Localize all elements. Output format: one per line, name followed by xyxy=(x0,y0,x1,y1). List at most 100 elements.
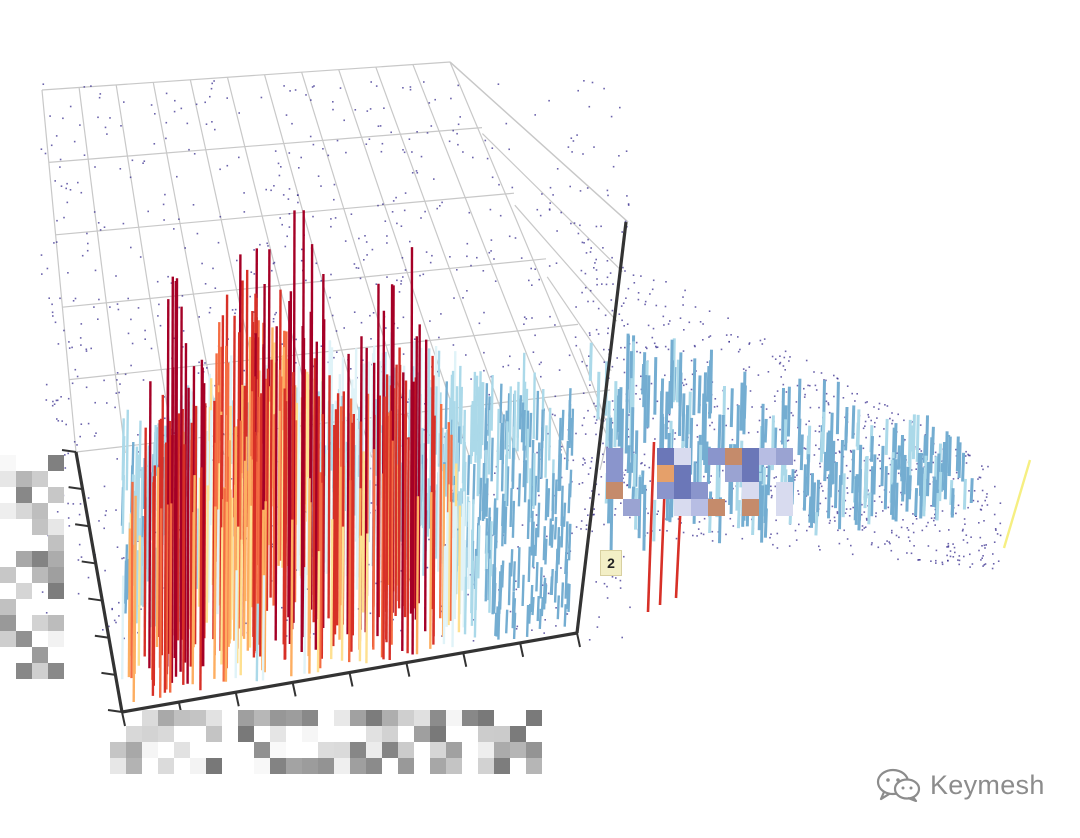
data-bar xyxy=(531,596,535,616)
scatter-point xyxy=(879,467,882,470)
scatter-point xyxy=(962,539,965,541)
data-bar xyxy=(838,475,842,530)
scatter-point xyxy=(713,428,716,431)
x-tick xyxy=(576,632,581,648)
scatter-point xyxy=(396,222,398,225)
data-bar-outlier xyxy=(646,441,656,613)
scatter-point xyxy=(236,259,238,262)
data-bar xyxy=(561,409,565,441)
data-bar xyxy=(472,371,477,452)
scatter-point xyxy=(131,342,134,345)
mosaic-cell xyxy=(110,758,126,774)
scatter-point xyxy=(249,295,251,298)
mosaic-cell xyxy=(366,758,382,774)
scatter-point xyxy=(79,435,81,438)
scatter-point xyxy=(310,99,312,101)
scatter-point xyxy=(842,397,845,399)
scatter-point xyxy=(906,552,908,554)
data-bar xyxy=(938,471,943,502)
scatter-point xyxy=(839,451,841,454)
scatter-point xyxy=(327,361,330,364)
data-bar xyxy=(510,549,514,577)
data-bar xyxy=(538,608,542,629)
scatter-point xyxy=(470,378,472,380)
x-tick xyxy=(121,711,126,727)
data-bar xyxy=(867,492,872,525)
scatter-point xyxy=(808,525,811,528)
scatter-point xyxy=(312,143,315,146)
scatter-point xyxy=(833,374,835,377)
scatter-point xyxy=(580,269,583,272)
data-bar xyxy=(526,499,531,540)
scatter-point xyxy=(69,105,72,108)
scatter-point xyxy=(462,151,464,153)
scatter-point xyxy=(814,384,817,387)
mosaic-cell xyxy=(606,482,623,499)
scatter-point xyxy=(622,477,624,480)
scatter-point xyxy=(593,415,596,418)
scatter-point xyxy=(343,119,345,122)
scatter-point xyxy=(449,256,451,258)
data-bar xyxy=(781,387,785,445)
scatter-point xyxy=(523,323,525,325)
scatter-point xyxy=(683,384,685,387)
scatter-point xyxy=(652,327,655,330)
scatter-point xyxy=(679,317,682,319)
data-bar xyxy=(434,386,438,455)
data-bar xyxy=(135,550,139,624)
data-bar xyxy=(685,405,690,452)
scatter-point xyxy=(644,464,646,467)
scatter-point xyxy=(404,269,407,271)
scatter-point xyxy=(878,444,880,446)
scatter-point xyxy=(935,559,937,562)
scatter-point xyxy=(115,621,117,624)
scatter-point xyxy=(968,454,970,457)
scatter-point xyxy=(626,195,628,197)
mosaic-cell xyxy=(32,551,48,567)
scatter-point xyxy=(919,559,921,561)
data-bar xyxy=(254,461,258,652)
scatter-point xyxy=(589,497,591,499)
scatter-point xyxy=(891,419,894,422)
scatter-point xyxy=(849,470,852,473)
scatter-point xyxy=(684,378,686,381)
mosaic-cell xyxy=(334,758,350,774)
scatter-point xyxy=(748,342,751,344)
scatter-point xyxy=(938,530,941,532)
scatter-point xyxy=(587,409,589,412)
data-bar xyxy=(308,502,312,674)
scatter-point xyxy=(632,274,635,276)
scatter-point xyxy=(66,201,69,204)
scatter-point xyxy=(727,407,729,410)
mosaic-cell xyxy=(270,710,286,726)
mosaic-cell xyxy=(48,567,64,583)
scatter-point xyxy=(725,500,727,503)
data-bar xyxy=(447,501,451,626)
scatter-point xyxy=(878,495,881,498)
scatter-point xyxy=(369,108,372,110)
data-bar xyxy=(259,393,263,657)
scatter-point xyxy=(57,343,60,345)
data-bar xyxy=(969,478,974,504)
y-tick xyxy=(94,634,109,639)
scatter-point xyxy=(964,455,967,457)
mosaic-cell xyxy=(48,519,64,535)
data-bar xyxy=(922,473,927,517)
scatter-point xyxy=(933,517,936,519)
scatter-point xyxy=(585,252,588,254)
mosaic-cell xyxy=(623,499,640,516)
scatter-point xyxy=(401,257,404,259)
data-bar xyxy=(477,427,482,495)
scatter-point xyxy=(711,530,714,533)
scatter-point xyxy=(963,518,966,520)
scatter-point xyxy=(650,382,653,385)
data-bar xyxy=(385,415,389,643)
mosaic-cell xyxy=(48,551,64,567)
data-bar xyxy=(473,581,478,638)
scatter-point xyxy=(59,158,62,161)
scatter-point xyxy=(589,384,591,386)
scatter-point xyxy=(384,220,387,222)
data-bar xyxy=(444,381,448,430)
scatter-point xyxy=(77,592,80,595)
data-bar xyxy=(536,595,540,622)
